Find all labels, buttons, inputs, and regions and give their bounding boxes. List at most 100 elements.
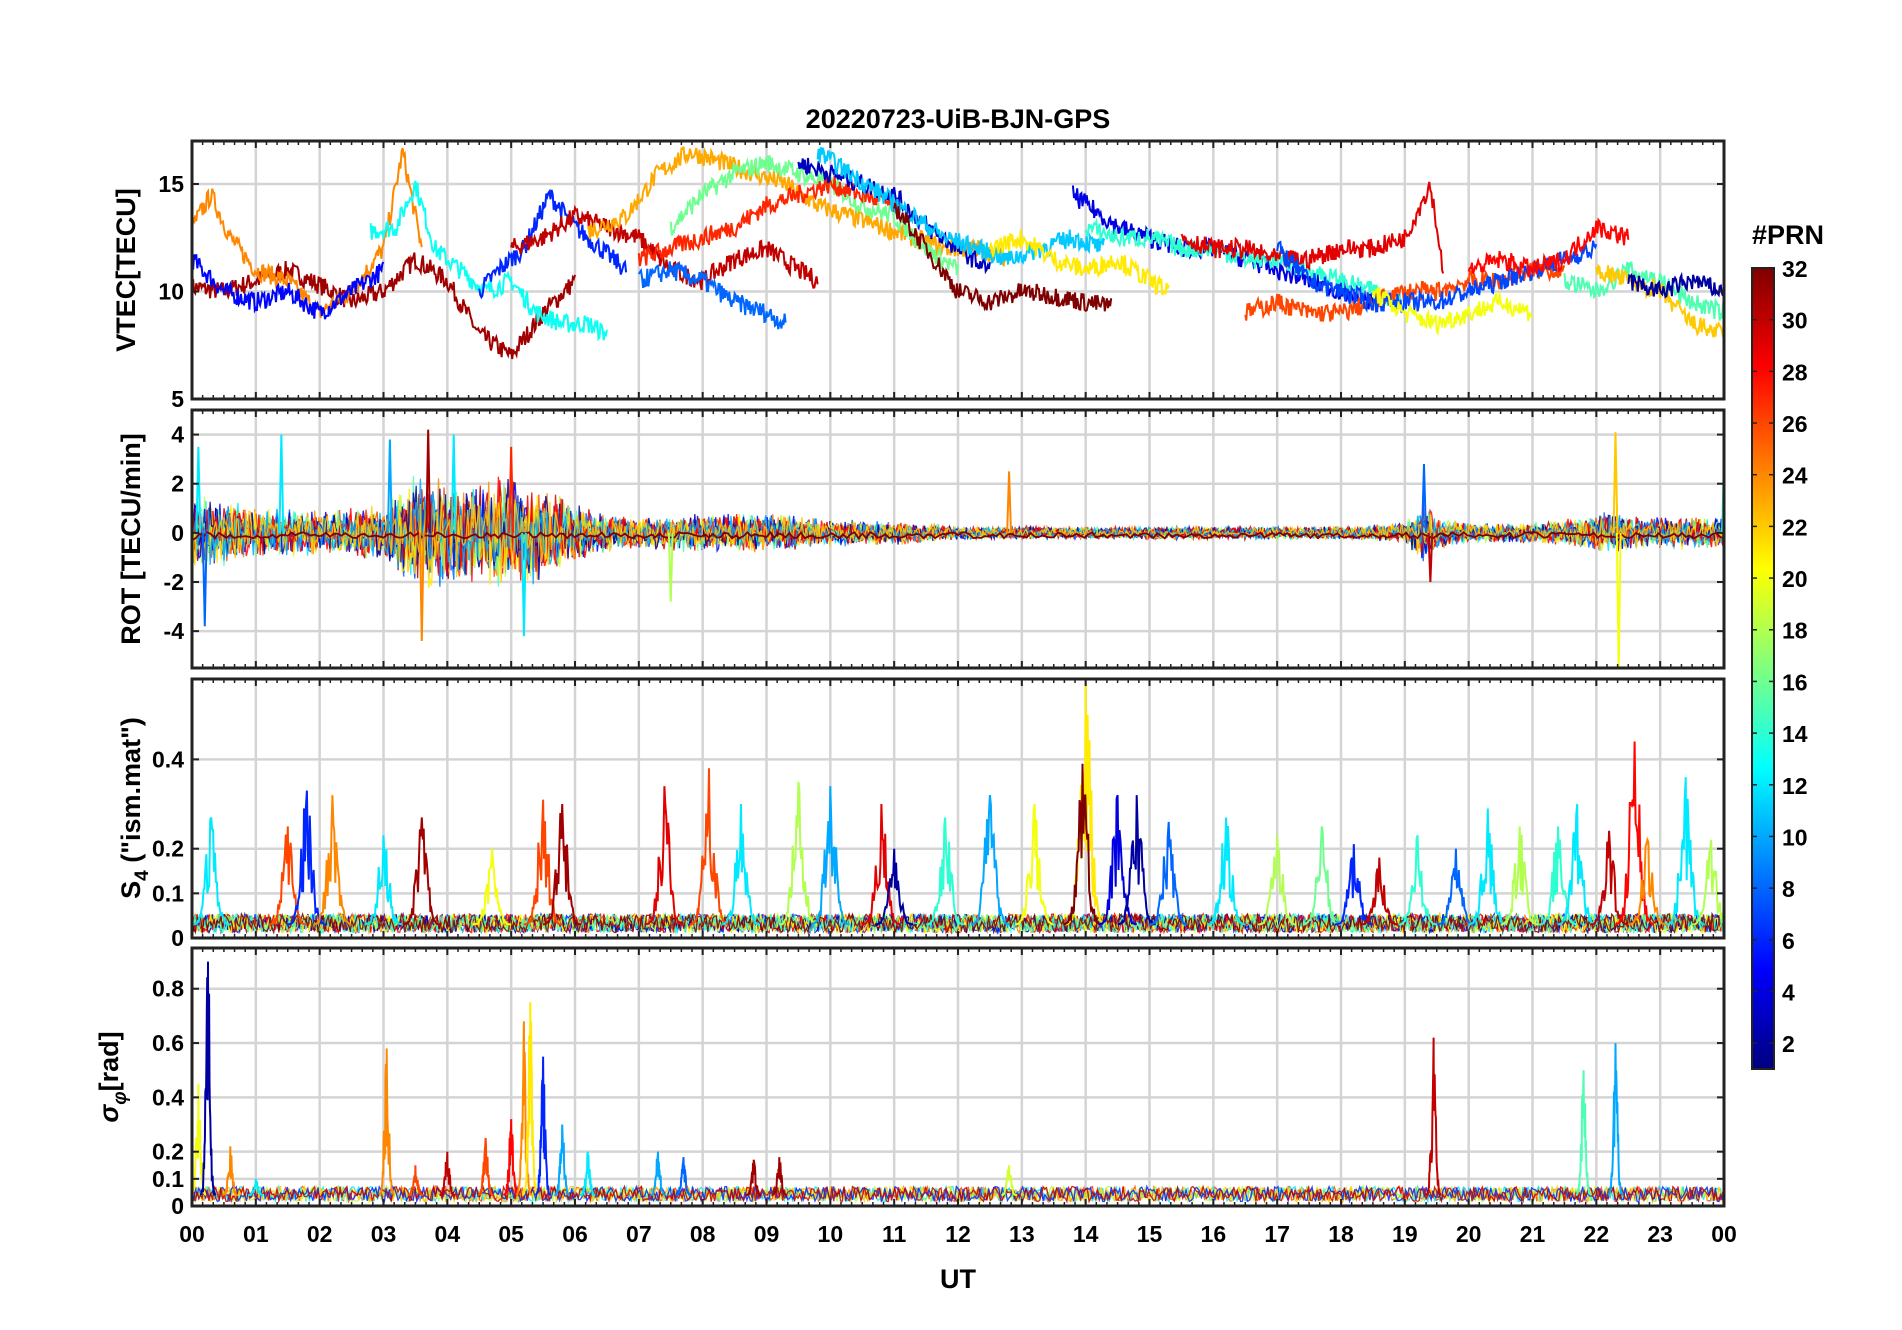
colorbar-tick-label: 28 [1782, 359, 1808, 385]
y-tick-label: 2 [171, 471, 184, 497]
colorbar-tick-label: 24 [1782, 463, 1808, 489]
burst-prn-8 [1149, 821, 1188, 926]
baseline-prn-32 [192, 911, 1724, 935]
burst-prn-4 [1098, 794, 1138, 926]
burst-prn-26 [523, 799, 563, 926]
colorbar-tick-label: 26 [1782, 411, 1808, 437]
colorbar-tick-label: 20 [1782, 566, 1808, 592]
y-tick-label: -4 [164, 618, 185, 644]
burst-prn-12 [364, 835, 403, 926]
vtec-series-prn-20 [1371, 286, 1534, 336]
y-tick-label: 0.4 [152, 1084, 184, 1110]
burst-prn-21 [1066, 679, 1106, 926]
sigma-axes-box [190, 946, 1726, 1208]
rot-ylabel: ROT [TECU/min] [116, 433, 146, 644]
x-tick-label: 14 [1073, 1221, 1099, 1247]
burst-prn-26 [689, 768, 729, 926]
x-tick-label: 02 [307, 1221, 333, 1247]
rot-spike [1421, 464, 1427, 533]
x-tick-label: 21 [1520, 1221, 1546, 1247]
x-tick-label: 23 [1647, 1221, 1673, 1247]
x-tick-label: 17 [1264, 1221, 1290, 1247]
burst-prn-29 [862, 803, 901, 926]
burst-prn-26 [477, 1138, 494, 1197]
burst-prn-28 [503, 1119, 520, 1197]
burst-prn-2 [1117, 795, 1157, 926]
vtec-series-prn-32 [893, 202, 1113, 313]
sigma-ylabel: σφ[rad] [94, 1031, 131, 1122]
x-tick-label: 06 [562, 1221, 588, 1247]
vtec-axes-box [190, 139, 1726, 401]
rot-spike [521, 532, 527, 637]
rot-spike [418, 532, 425, 641]
vtec-series-prn-29 [1180, 181, 1445, 274]
y-tick-label: 5 [171, 386, 184, 412]
vtec-series-prn-21 [988, 229, 1170, 296]
y-tick-label: 0 [171, 520, 184, 546]
burst-prn-6 [534, 1056, 552, 1196]
s4-ylabel: S4 ("ism.mat") [116, 717, 153, 899]
x-tick-label: 13 [1009, 1221, 1035, 1247]
vtec-series-prn-5 [192, 254, 385, 320]
x-axis-label: UT [940, 1264, 976, 1294]
burst-prn-2 [875, 848, 914, 926]
x-tick-label: 05 [498, 1221, 524, 1247]
x-tick-label: 16 [1201, 1221, 1227, 1247]
burst-prn-20 [1015, 803, 1054, 926]
vtec-series-prn-11 [816, 147, 1106, 266]
y-tick-label: 0.6 [152, 1030, 184, 1056]
x-tick-label: 01 [243, 1221, 269, 1247]
rot-spike [386, 439, 393, 533]
burst-prn-24 [313, 795, 352, 926]
y-tick-label: 0.2 [152, 836, 184, 862]
y-tick-label: -2 [164, 569, 184, 595]
burst-prn-12 [248, 1178, 264, 1197]
x-tick-label: 11 [882, 1221, 907, 1247]
burst-prn-18 [1691, 839, 1724, 926]
rot-spike [195, 446, 202, 533]
y-tick-label: 15 [158, 171, 184, 197]
burst-prn-19 [1001, 1165, 1017, 1197]
burst-prn-14 [925, 817, 965, 926]
burst-prn-12 [1468, 808, 1507, 926]
x-tick-label: 12 [945, 1221, 971, 1247]
burst-prn-24 [1628, 836, 1667, 926]
burst-prn-14 [1538, 826, 1578, 926]
vtec-lines [192, 146, 1724, 360]
vtec-series-prn-8 [637, 260, 787, 330]
y-tick-label: 0.1 [152, 1166, 184, 1192]
y-tick-label: 0.8 [152, 976, 184, 1002]
rot-axes-box [190, 408, 1726, 670]
burst-prn-2 [199, 961, 217, 1197]
burst-prn-10 [811, 786, 850, 926]
vtec-series-prn-6 [478, 188, 628, 300]
y-tick-label: 4 [171, 422, 184, 448]
rot-series-prn-22 [192, 493, 1724, 588]
burst-prn-18 [1500, 826, 1540, 926]
burst-prn-12 [1666, 777, 1706, 926]
panel-sigma-phi: 00.10.2 0.4 0.6 0.8 σφ[rad] [94, 946, 1726, 1219]
burst-prn-8 [675, 1157, 692, 1197]
x-tick-label: 15 [1137, 1221, 1163, 1247]
burst-prn-12 [1557, 803, 1597, 926]
panel-s4: 0 0.1 0.2 0.4 S4 ("ism.mat") [116, 677, 1726, 951]
x-tick-label: 00 [1711, 1221, 1737, 1247]
burst-prn-16 [1302, 826, 1342, 926]
x-tick-labels: 00 01 02 03 04 05 06 07 08 09 10 11 12 13 14 15 16 17 18 19… [179, 1221, 1737, 1247]
y-tick-label: 0.1 [152, 880, 184, 906]
colorbar-tick-label: 30 [1782, 308, 1808, 334]
rot-series-prn-32 [192, 530, 1724, 542]
colorbar-tick-label: 10 [1782, 824, 1808, 850]
s4-ticks: 0 0.1 0.2 0.4 [152, 679, 1725, 951]
burst-prn-26 [407, 1165, 424, 1197]
burst-prn-12 [1206, 817, 1246, 926]
x-tick-label: 20 [1456, 1221, 1482, 1247]
x-tick-label: 22 [1584, 1221, 1610, 1247]
x-tick-label: 00 [179, 1221, 205, 1247]
burst-prn-12 [721, 803, 761, 926]
burst-prn-12 [192, 817, 231, 926]
x-tick-label: 04 [435, 1221, 461, 1247]
rot-spike [1427, 532, 1434, 583]
burst-prn-32 [1063, 763, 1102, 926]
